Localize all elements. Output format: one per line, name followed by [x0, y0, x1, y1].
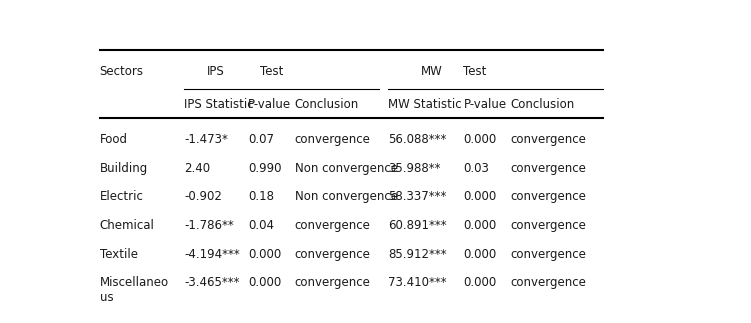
Text: -4.194***: -4.194*** — [184, 248, 240, 261]
Text: 56.088***: 56.088*** — [388, 133, 446, 146]
Text: Test: Test — [260, 65, 283, 78]
Text: -1.473*: -1.473* — [184, 133, 228, 146]
Text: Building: Building — [100, 162, 148, 175]
Text: 73.410***: 73.410*** — [388, 276, 446, 289]
Text: convergence: convergence — [294, 276, 370, 289]
Text: convergence: convergence — [510, 219, 586, 232]
Text: Food: Food — [100, 133, 128, 146]
Text: 60.891***: 60.891*** — [388, 219, 446, 232]
Text: 0.04: 0.04 — [248, 219, 274, 232]
Text: 0.07: 0.07 — [248, 133, 274, 146]
Text: 0.000: 0.000 — [248, 248, 282, 261]
Text: convergence: convergence — [510, 248, 586, 261]
Text: 85.912***: 85.912*** — [388, 248, 446, 261]
Text: Test: Test — [463, 65, 487, 78]
Text: convergence: convergence — [510, 276, 586, 289]
Text: Miscellaneo
us: Miscellaneo us — [100, 276, 169, 304]
Text: Sectors: Sectors — [100, 65, 143, 78]
Text: IPS: IPS — [207, 65, 225, 78]
Text: 0.000: 0.000 — [248, 276, 282, 289]
Text: convergence: convergence — [510, 133, 586, 146]
Text: -1.786**: -1.786** — [184, 219, 234, 232]
Text: P-value: P-value — [463, 99, 507, 111]
Text: Electric: Electric — [100, 191, 143, 203]
Text: convergence: convergence — [510, 191, 586, 203]
Text: convergence: convergence — [294, 133, 370, 146]
Text: 0.18: 0.18 — [248, 191, 274, 203]
Text: Chemical: Chemical — [100, 219, 155, 232]
Text: Conclusion: Conclusion — [294, 99, 359, 111]
Text: 35.988**: 35.988** — [388, 162, 440, 175]
Text: Textile: Textile — [100, 248, 137, 261]
Text: 0.000: 0.000 — [463, 191, 496, 203]
Text: 0.000: 0.000 — [463, 276, 496, 289]
Text: 0.000: 0.000 — [463, 248, 496, 261]
Text: 0.000: 0.000 — [463, 133, 496, 146]
Text: MW: MW — [421, 65, 442, 78]
Text: Conclusion: Conclusion — [510, 99, 575, 111]
Text: MW Statistic: MW Statistic — [388, 99, 461, 111]
Text: 0.000: 0.000 — [463, 219, 496, 232]
Text: Non convergence: Non convergence — [294, 162, 398, 175]
Text: -0.902: -0.902 — [184, 191, 222, 203]
Text: Non convergence: Non convergence — [294, 191, 398, 203]
Text: 0.990: 0.990 — [248, 162, 282, 175]
Text: convergence: convergence — [510, 162, 586, 175]
Text: 0.03: 0.03 — [463, 162, 490, 175]
Text: convergence: convergence — [294, 248, 370, 261]
Text: -3.465***: -3.465*** — [184, 276, 240, 289]
Text: 58.337***: 58.337*** — [388, 191, 446, 203]
Text: P-value: P-value — [248, 99, 291, 111]
Text: 2.40: 2.40 — [184, 162, 210, 175]
Text: convergence: convergence — [294, 219, 370, 232]
Text: IPS Statistic: IPS Statistic — [184, 99, 254, 111]
